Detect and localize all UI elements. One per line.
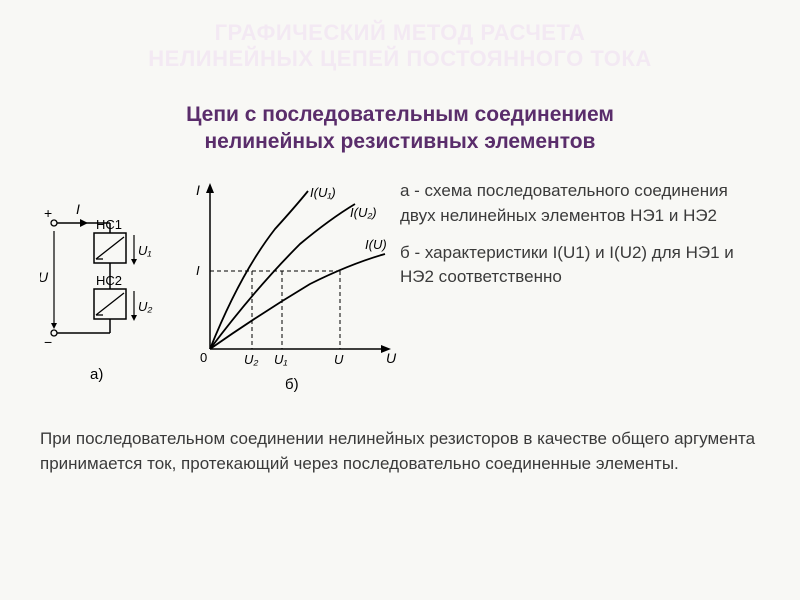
figure-block: + − I НС1 U₁ (40, 169, 400, 419)
footer-paragraph: При последовательном соединении нелинейн… (40, 427, 760, 476)
tick-i-label: I (196, 263, 200, 278)
curve-label-iu2: I(U₂) (350, 205, 377, 220)
current-label: I (76, 201, 80, 217)
xtick-u1: U₁ (274, 352, 288, 367)
faded-title-line-1: ГРАФИЧЕСКИЙ МЕТОД РАСЧЕТА (40, 20, 760, 46)
content-row: + − I НС1 U₁ (40, 169, 760, 419)
curve-label-iu1: I(U₁) (310, 185, 336, 200)
subtitle-line-2: нелинейных резистивных элементов (40, 128, 760, 155)
description-block: а - схема последовательного соединения д… (400, 169, 760, 302)
iv-chart: I U 0 I(U₁) I(U₂) I(U) I (196, 182, 397, 393)
description-a: а - схема последовательного соединения д… (400, 179, 760, 228)
panel-label-a: а) (90, 366, 103, 383)
faded-title-line-2: НЕЛИНЕЙНЫХ ЦЕПЕЙ ПОСТОЯННОГО ТОКА (40, 46, 760, 72)
panel-label-b: б) (285, 376, 299, 393)
figure-svg: + − I НС1 U₁ (40, 169, 400, 419)
curve-label-iu: I(U) (365, 237, 387, 252)
origin-label: 0 (200, 350, 207, 365)
ne1-label: НС1 (96, 217, 122, 232)
u-total-label: U (40, 269, 49, 285)
description-b: б - характеристики I(U1) и I(U2) для НЭ1… (400, 241, 760, 290)
circuit-diagram: + − I НС1 U₁ (40, 201, 152, 383)
ne2-label: НС2 (96, 273, 122, 288)
u1-label: U₁ (138, 243, 152, 258)
subtitle-line-1: Цепи с последовательным соединением (40, 101, 760, 128)
subtitle: Цепи с последовательным соединением нели… (40, 101, 760, 156)
u2-label: U₂ (138, 299, 152, 314)
terminal-minus: − (44, 334, 52, 350)
xtick-u2: U₂ (244, 352, 258, 367)
terminal-plus: + (44, 205, 52, 221)
xtick-u: U (334, 352, 344, 367)
x-axis-label: U (386, 350, 397, 366)
curve-iu1 (210, 191, 308, 349)
curve-iu (210, 254, 385, 349)
faded-title: ГРАФИЧЕСКИЙ МЕТОД РАСЧЕТА НЕЛИНЕЙНЫХ ЦЕП… (40, 20, 760, 73)
y-axis-label: I (196, 182, 200, 198)
